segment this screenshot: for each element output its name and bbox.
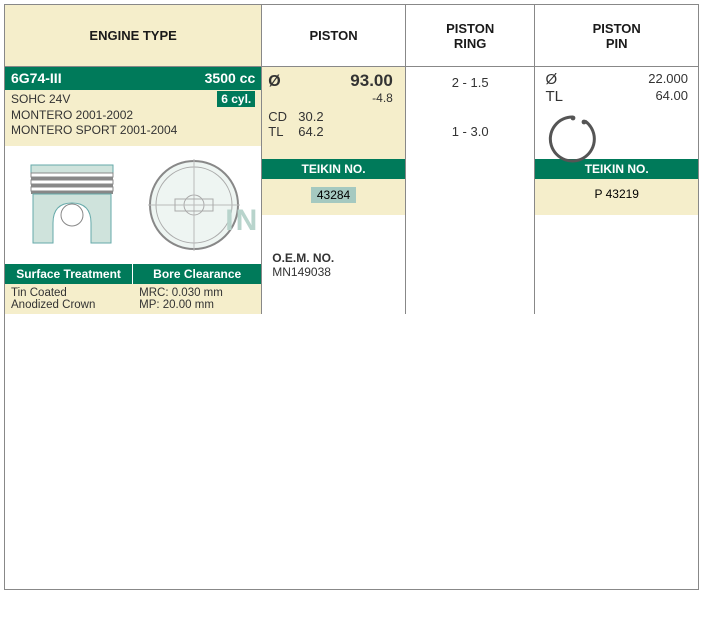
diameter-icon: Ø xyxy=(545,71,571,88)
piston-side-icon xyxy=(17,155,127,255)
piston-tl: 64.2 xyxy=(298,124,343,139)
engine-header: 6G74-III 3500 cc xyxy=(5,67,261,89)
snap-ring-icon xyxy=(545,111,601,167)
engine-desc-line: MONTERO SPORT 2001-2004 xyxy=(11,123,255,139)
ring-dimensions: 2 - 1.5 1 - 3.0 xyxy=(406,67,535,159)
ring-blank-header xyxy=(406,159,535,180)
bore-line: MP: 20.00 mm xyxy=(139,299,255,311)
piston-diameter: 93.00 xyxy=(298,71,399,91)
surface-treatment-header: Surface Treatment xyxy=(5,264,133,284)
header-piston: PISTON xyxy=(262,5,406,67)
col-engine: 6G74-III 3500 cc 6 cyl. SOHC 24V MONTERO… xyxy=(5,67,262,314)
col-ring: 2 - 1.5 1 - 3.0 xyxy=(406,67,536,314)
catalog-table: ENGINE TYPE PISTON PISTON RING PISTON PI… xyxy=(4,4,699,590)
engine-image-area: IN xyxy=(5,146,261,264)
watermark-text: IN xyxy=(225,204,259,238)
piston-dimensions: Ø 93.00 -4.8 CD 30.2 TL 64.2 xyxy=(262,67,405,159)
engine-cylinders: 6 cyl. xyxy=(217,91,255,107)
oem-number: MN149038 xyxy=(272,265,395,279)
pin-teikin-no: P 43219 xyxy=(594,187,639,201)
ring-spec-1: 2 - 1.5 xyxy=(414,75,527,90)
piston-teikin-no: 43284 xyxy=(311,187,356,203)
header-row: ENGINE TYPE PISTON PISTON RING PISTON PI… xyxy=(5,5,698,67)
bore-line: MRC: 0.030 mm xyxy=(139,287,255,299)
col-pin: Ø 22.000 TL 64.00 TEIKIN NO. P 43219 xyxy=(535,67,698,314)
piston-offset: -4.8 xyxy=(268,91,399,105)
col-piston: Ø 93.00 -4.8 CD 30.2 TL 64.2 TEIKIN NO. … xyxy=(262,67,406,314)
surface-treatment-value: Tin Coated Anodized Crown xyxy=(5,284,133,314)
header-ring: PISTON RING xyxy=(406,5,536,67)
oem-label: O.E.M. NO. xyxy=(272,251,395,265)
surface-line: Anodized Crown xyxy=(11,299,127,311)
cd-label: CD xyxy=(268,109,298,124)
oem-block: O.E.M. NO. MN149038 xyxy=(262,215,405,287)
surface-bore-header: Surface Treatment Bore Clearance xyxy=(5,264,261,284)
engine-desc-line: MONTERO 2001-2002 xyxy=(11,108,255,124)
piston-teikin-header: TEIKIN NO. xyxy=(262,159,405,179)
tl-label: TL xyxy=(268,124,298,139)
engine-displacement: 3500 cc xyxy=(205,70,256,86)
surface-line: Tin Coated xyxy=(11,287,127,299)
diameter-icon: Ø xyxy=(268,73,298,91)
pin-tl: 64.00 xyxy=(571,88,688,105)
header-engine: ENGINE TYPE xyxy=(5,5,262,67)
engine-code: 6G74-III xyxy=(11,70,62,86)
blank-area xyxy=(5,314,698,589)
ring-blank-body xyxy=(406,180,535,216)
pin-dimensions: Ø 22.000 TL 64.00 xyxy=(535,67,698,159)
pin-tl-label: TL xyxy=(545,88,571,105)
header-pin: PISTON PIN xyxy=(535,5,698,67)
ring-spec-2: 1 - 3.0 xyxy=(414,124,527,139)
data-row: 6G74-III 3500 cc 6 cyl. SOHC 24V MONTERO… xyxy=(5,67,698,314)
bore-clearance-header: Bore Clearance xyxy=(133,264,261,284)
bore-clearance-value: MRC: 0.030 mm MP: 20.00 mm xyxy=(133,284,261,314)
pin-teikin-body: P 43219 xyxy=(535,179,698,215)
pin-diameter: 22.000 xyxy=(571,71,688,88)
piston-teikin-body: 43284 xyxy=(262,179,405,215)
surface-bore-body: Tin Coated Anodized Crown MRC: 0.030 mm … xyxy=(5,284,261,314)
piston-cd: 30.2 xyxy=(298,109,343,124)
